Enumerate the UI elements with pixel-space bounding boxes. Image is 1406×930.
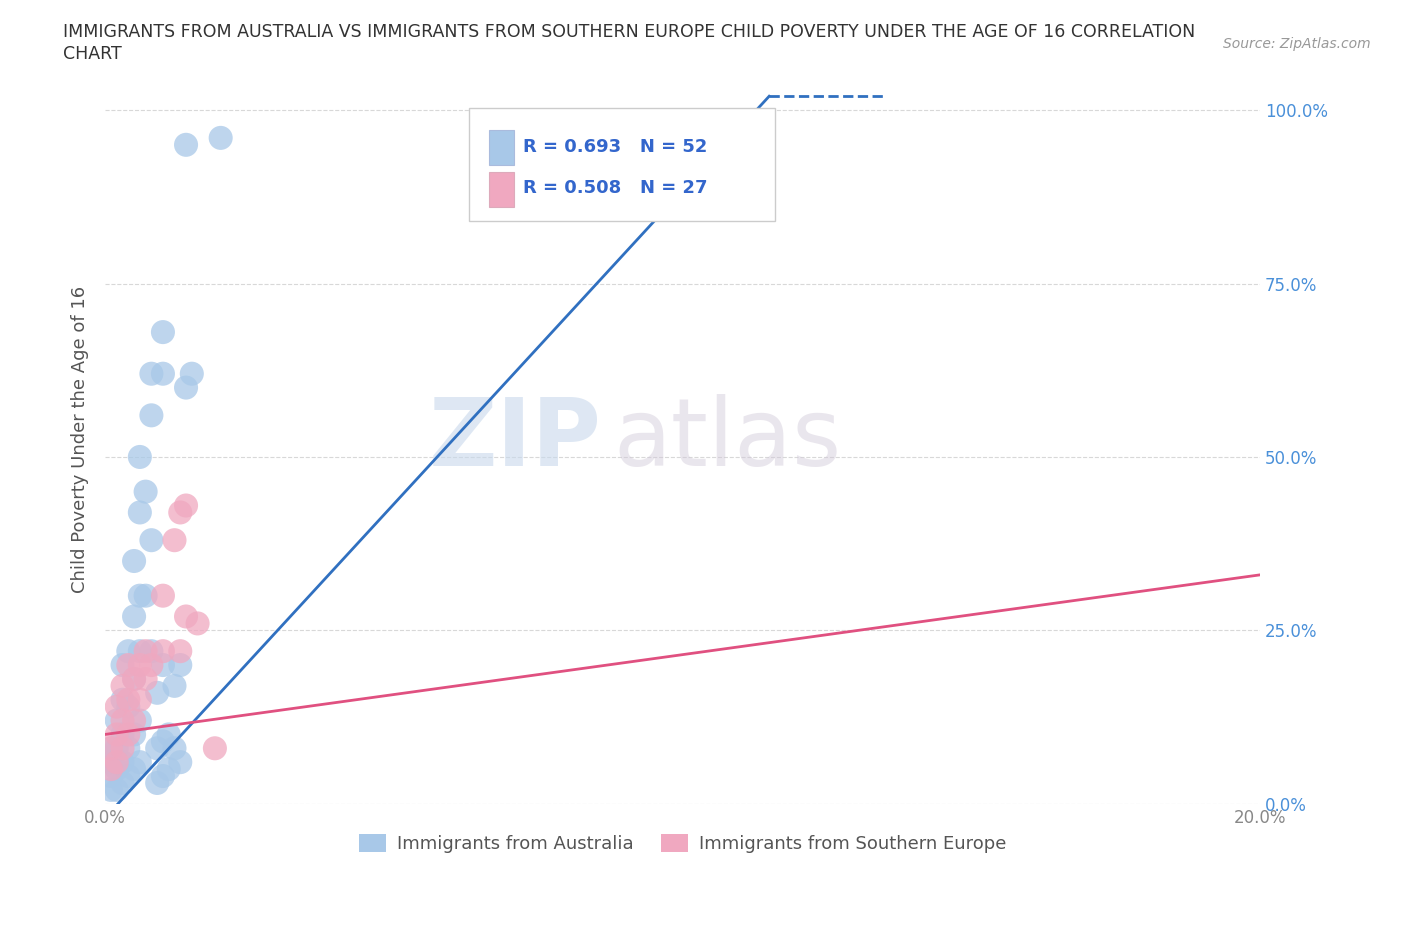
Point	[152, 644, 174, 658]
Point	[105, 762, 128, 777]
Point	[122, 713, 145, 728]
Point	[122, 727, 145, 742]
Point	[152, 589, 174, 604]
Point	[187, 616, 209, 631]
Text: CHART: CHART	[63, 45, 122, 62]
Point	[152, 366, 174, 381]
Point	[135, 644, 157, 658]
Point	[100, 762, 122, 777]
Point	[174, 609, 197, 624]
Point	[100, 755, 122, 770]
Point	[128, 713, 150, 728]
Point	[141, 533, 163, 548]
Point	[122, 609, 145, 624]
Point	[135, 485, 157, 499]
Point	[141, 408, 163, 423]
Point	[100, 741, 122, 756]
Point	[105, 727, 128, 742]
Point	[152, 734, 174, 749]
Point	[169, 505, 191, 520]
Legend: Immigrants from Australia, Immigrants from Southern Europe: Immigrants from Australia, Immigrants fr…	[352, 827, 1014, 860]
Text: ZIP: ZIP	[429, 393, 602, 485]
Point	[122, 671, 145, 686]
Point	[146, 685, 169, 700]
Point	[169, 755, 191, 770]
Bar	[488, 172, 515, 206]
Y-axis label: Child Poverty Under the Age of 16: Child Poverty Under the Age of 16	[72, 286, 89, 593]
Point	[117, 644, 139, 658]
Point	[111, 755, 134, 770]
Point	[122, 553, 145, 568]
Point	[204, 741, 226, 756]
Point	[105, 782, 128, 797]
Point	[146, 741, 169, 756]
Point	[163, 533, 186, 548]
Point	[100, 768, 122, 783]
Point	[105, 713, 128, 728]
Point	[152, 325, 174, 339]
Point	[152, 658, 174, 672]
Point	[105, 755, 128, 770]
Point	[111, 776, 134, 790]
Point	[128, 658, 150, 672]
Point	[128, 755, 150, 770]
Point	[152, 768, 174, 783]
Point	[111, 741, 134, 756]
Point	[117, 768, 139, 783]
Point	[122, 671, 145, 686]
Point	[128, 589, 150, 604]
Bar	[488, 130, 515, 165]
Point	[141, 366, 163, 381]
Point	[117, 699, 139, 714]
Point	[117, 658, 139, 672]
Text: R = 0.508   N = 27: R = 0.508 N = 27	[523, 179, 707, 197]
Point	[135, 589, 157, 604]
Point	[157, 762, 180, 777]
Point	[105, 699, 128, 714]
Point	[111, 692, 134, 707]
Point	[100, 741, 122, 756]
Point	[105, 741, 128, 756]
Point	[111, 678, 134, 693]
Point	[163, 678, 186, 693]
Point	[111, 713, 134, 728]
Point	[100, 782, 122, 797]
Point	[128, 505, 150, 520]
Point	[135, 671, 157, 686]
Point	[117, 741, 139, 756]
Point	[122, 762, 145, 777]
Text: Source: ZipAtlas.com: Source: ZipAtlas.com	[1223, 37, 1371, 51]
Point	[141, 658, 163, 672]
Point	[169, 658, 191, 672]
FancyBboxPatch shape	[470, 108, 775, 221]
Point	[117, 692, 139, 707]
Point	[128, 644, 150, 658]
Text: R = 0.693   N = 52: R = 0.693 N = 52	[523, 138, 707, 156]
Point	[117, 727, 139, 742]
Point	[141, 644, 163, 658]
Point	[209, 130, 232, 145]
Point	[180, 366, 202, 381]
Point	[163, 741, 186, 756]
Point	[169, 644, 191, 658]
Text: atlas: atlas	[613, 393, 842, 485]
Point	[174, 498, 197, 513]
Point	[111, 727, 134, 742]
Point	[111, 658, 134, 672]
Point	[157, 727, 180, 742]
Text: IMMIGRANTS FROM AUSTRALIA VS IMMIGRANTS FROM SOUTHERN EUROPE CHILD POVERTY UNDER: IMMIGRANTS FROM AUSTRALIA VS IMMIGRANTS …	[63, 23, 1195, 41]
Point	[128, 692, 150, 707]
Point	[174, 138, 197, 153]
Point	[174, 380, 197, 395]
Point	[146, 776, 169, 790]
Point	[128, 449, 150, 464]
